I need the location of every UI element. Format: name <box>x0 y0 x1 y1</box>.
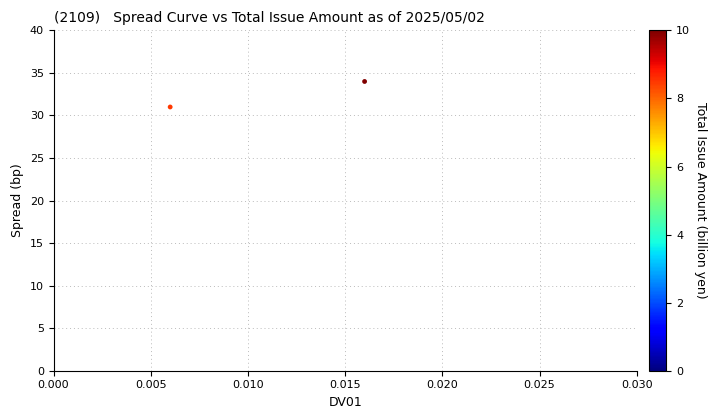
Point <box>359 78 370 85</box>
Point <box>164 104 176 110</box>
Y-axis label: Spread (bp): Spread (bp) <box>11 164 24 237</box>
Y-axis label: Total Issue Amount (billion yen): Total Issue Amount (billion yen) <box>693 102 706 299</box>
Text: (2109)   Spread Curve vs Total Issue Amount as of 2025/05/02: (2109) Spread Curve vs Total Issue Amoun… <box>53 11 485 25</box>
X-axis label: DV01: DV01 <box>328 396 362 409</box>
